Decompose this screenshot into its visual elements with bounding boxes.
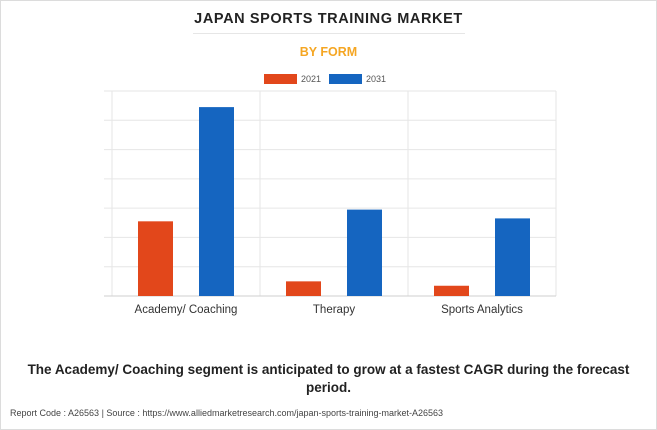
chart-legend: 2021 2031 xyxy=(0,73,657,85)
bar-2021-1 xyxy=(286,281,321,296)
bar-2031-1 xyxy=(347,209,382,296)
legend-swatch-2031 xyxy=(329,74,362,84)
bar-chart: Academy/ Coaching Therapy Sports Analytics xyxy=(104,90,557,316)
legend-label-2021: 2021 xyxy=(301,74,322,84)
chart-subtitle: BY FORM xyxy=(299,45,358,59)
bar-2031-0 xyxy=(199,107,234,296)
bar-2031-2 xyxy=(495,218,530,296)
x-tick-label-2: Sports Analytics xyxy=(441,304,523,316)
x-tick-label-0: Academy/ Coaching xyxy=(135,304,238,316)
chart-footnote: The Academy/ Coaching segment is anticip… xyxy=(27,362,630,395)
bar-2021-2 xyxy=(434,285,469,296)
legend-label-2031: 2031 xyxy=(366,74,387,84)
x-tick-label-1: Therapy xyxy=(313,304,355,316)
bar-2021-0 xyxy=(138,221,173,296)
chart-title: JAPAN SPORTS TRAINING MARKET xyxy=(194,11,463,27)
title-divider xyxy=(193,33,465,34)
legend-swatch-2021 xyxy=(264,74,297,84)
source-line: Report Code : A26563 | Source : https://… xyxy=(10,408,444,418)
